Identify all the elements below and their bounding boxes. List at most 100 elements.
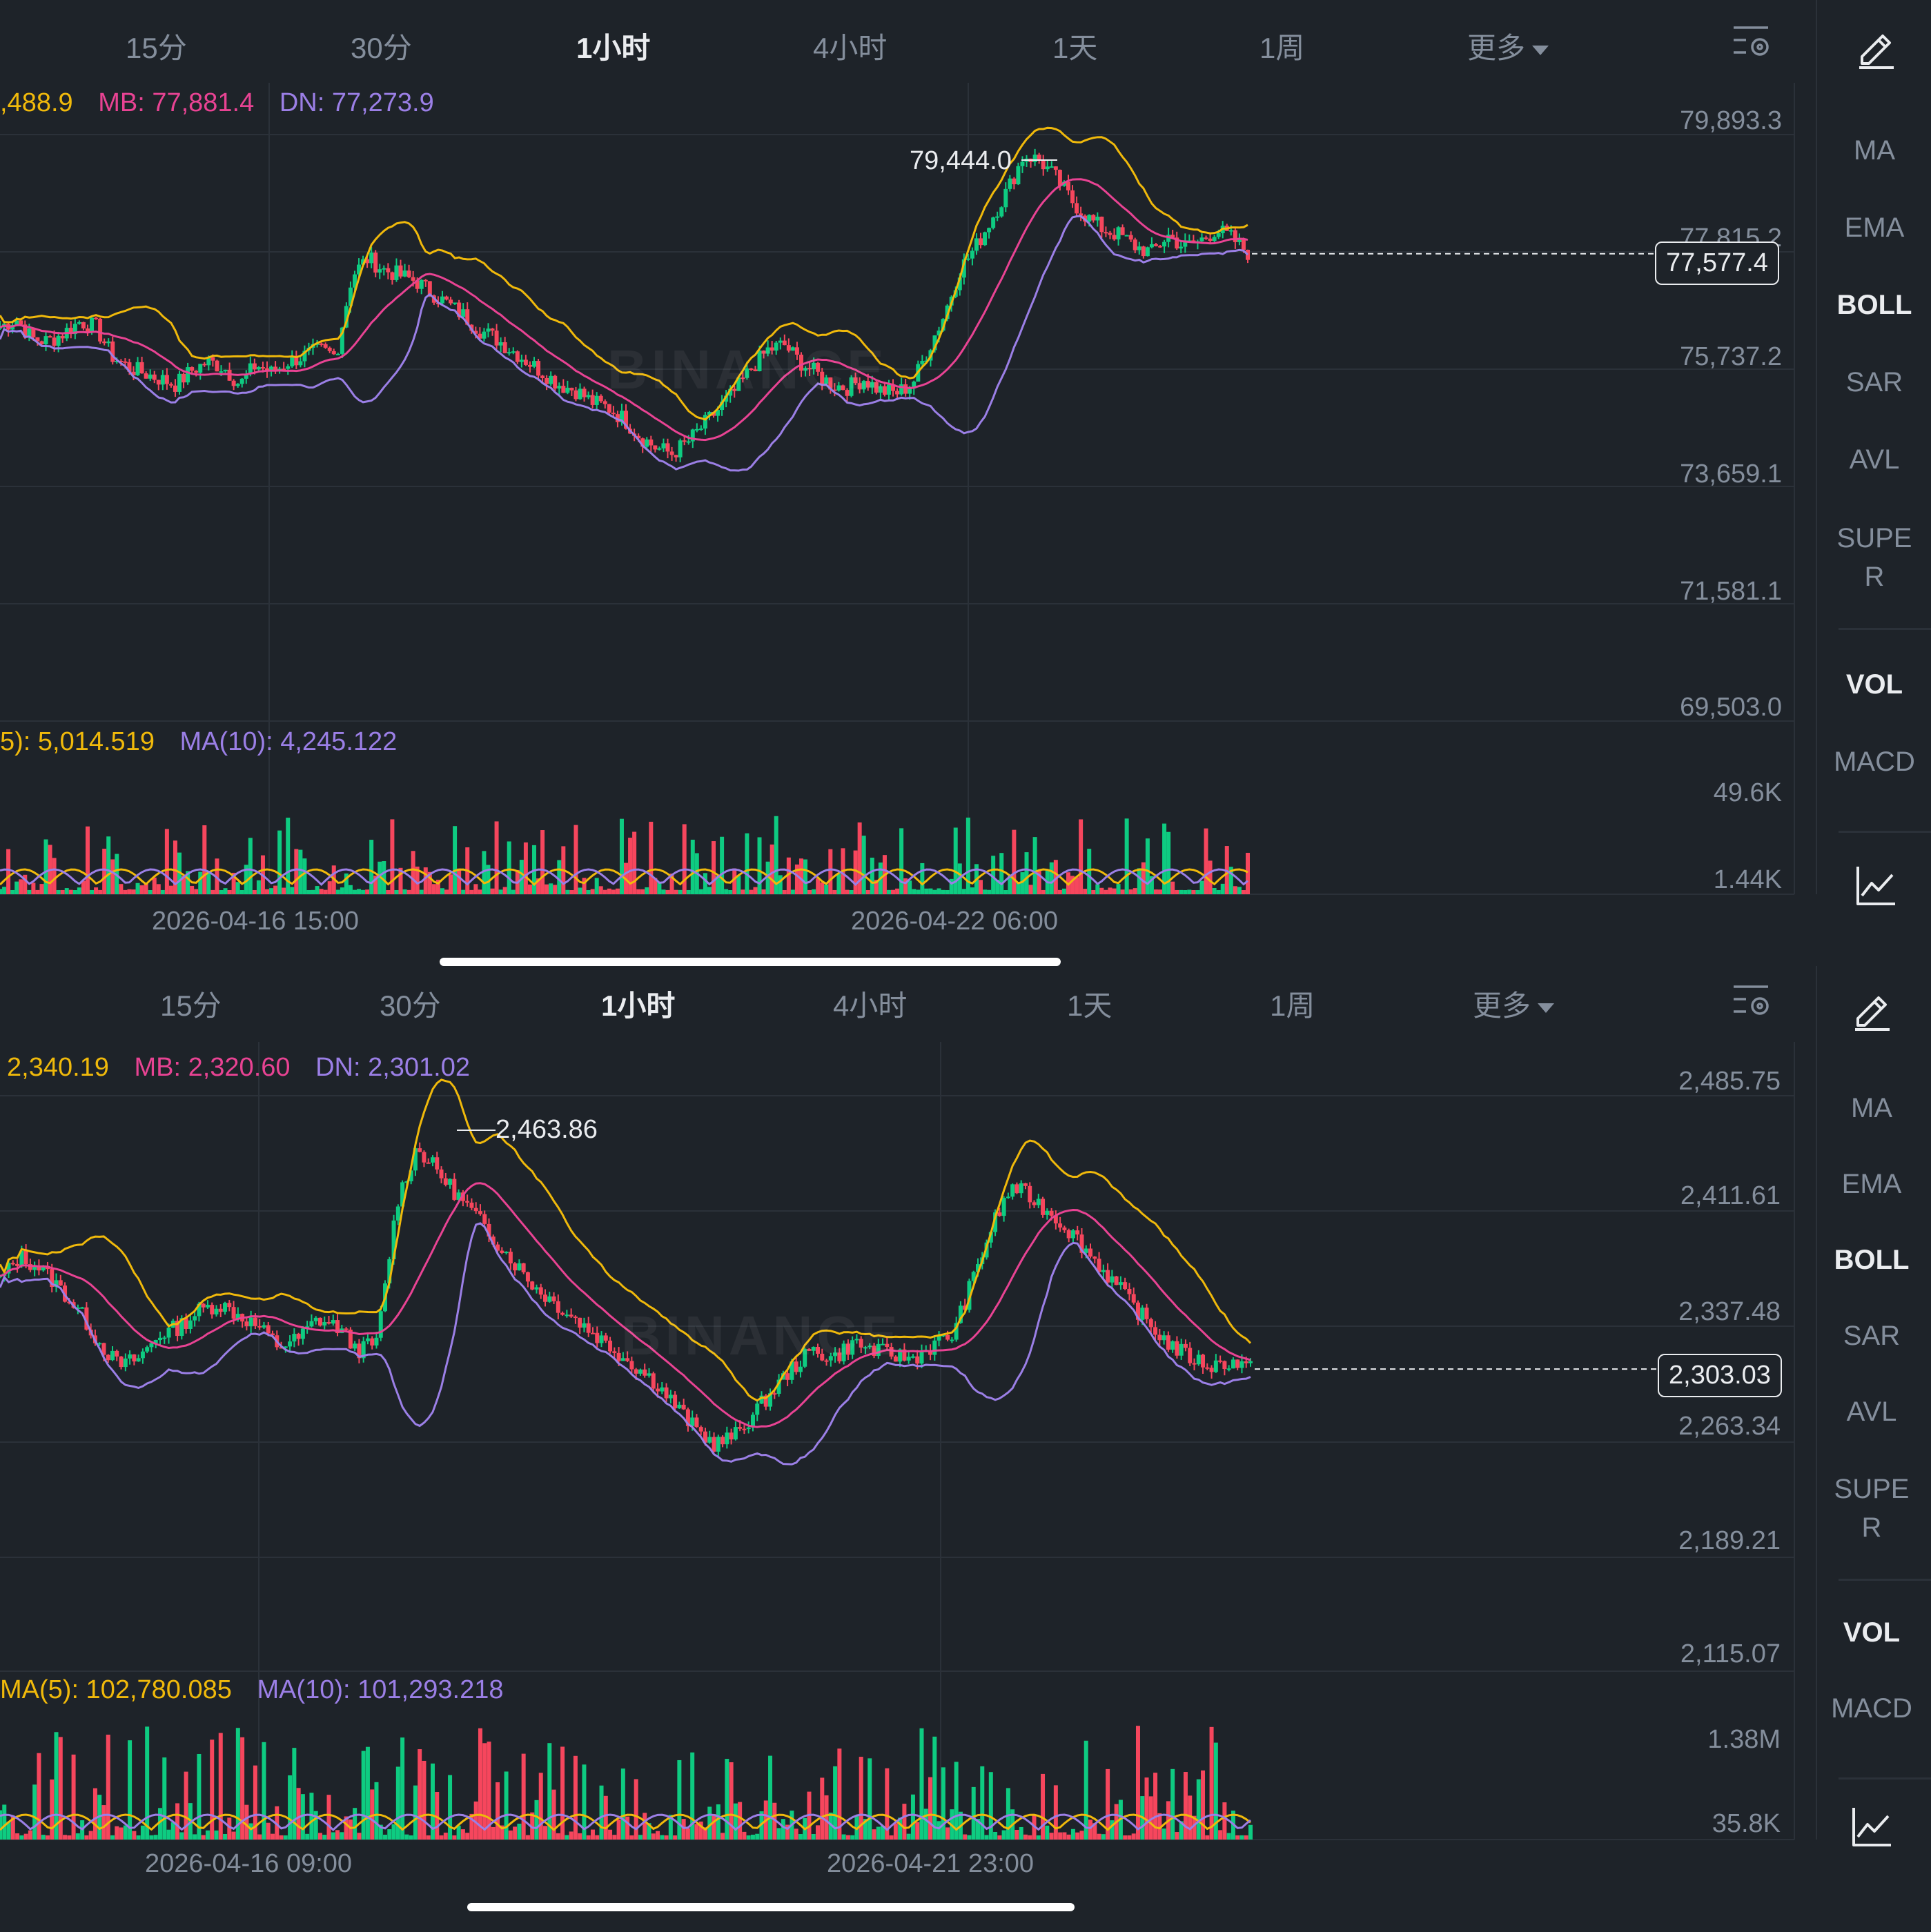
tab-1d[interactable]: 1天: [1067, 989, 1112, 1022]
candle-body: [19, 320, 23, 325]
candle-body: [794, 1361, 798, 1372]
volume-bar: [1228, 867, 1233, 894]
candle-body: [373, 253, 378, 273]
indicator-boll[interactable]: BOLL: [1836, 290, 1912, 320]
indicator-ema[interactable]: EMA: [1841, 1169, 1902, 1199]
tab-more[interactable]: 更多: [1467, 25, 1549, 67]
candle-body: [999, 207, 1004, 217]
candle-body: [162, 1337, 167, 1339]
indicator-sar[interactable]: SAR: [1845, 367, 1903, 397]
candle-body: [545, 378, 549, 384]
volume-bar: [205, 1830, 210, 1840]
chart-settings-icon[interactable]: [1731, 21, 1772, 62]
volume-bar: [235, 882, 240, 894]
volume-bar: [865, 889, 870, 894]
candle-body: [573, 1317, 578, 1319]
candle-body: [590, 1332, 595, 1334]
volume-bar: [681, 1819, 686, 1840]
indicator-sar[interactable]: SAR: [1843, 1321, 1901, 1351]
volume-bar: [292, 1748, 297, 1840]
indicator-ema[interactable]: EMA: [1844, 213, 1905, 243]
tab-4h[interactable]: 4小时: [833, 989, 908, 1022]
tab-30m[interactable]: 30分: [351, 32, 412, 64]
current-price-tag[interactable]: 2,303.03: [1658, 1354, 1782, 1397]
candle-body: [184, 1318, 188, 1329]
volume-bar: [712, 1814, 716, 1840]
tab-1w[interactable]: 1周: [1259, 32, 1305, 64]
tab-1h[interactable]: 1小时: [576, 32, 651, 64]
volume-bar: [753, 887, 758, 894]
volume-bar: [357, 889, 362, 894]
candle-body: [173, 385, 177, 392]
indicator-vol[interactable]: VOL: [1843, 1617, 1901, 1648]
volume-bar: [264, 889, 269, 894]
indicator-super[interactable]: SUPER: [1836, 523, 1912, 592]
volume-bar: [651, 1833, 656, 1840]
tab-15m[interactable]: 15分: [160, 989, 222, 1022]
pencil-icon[interactable]: [1850, 987, 1894, 1031]
candle-body: [131, 371, 136, 375]
candle-body: [80, 1307, 85, 1309]
indicator-ma[interactable]: MA: [1851, 1093, 1892, 1123]
volume-bar: [749, 889, 754, 894]
tab-1w[interactable]: 1周: [1270, 989, 1315, 1022]
indicator-macd[interactable]: MACD: [1834, 747, 1915, 777]
line-chart-icon[interactable]: [1854, 864, 1898, 908]
candle-body: [803, 368, 808, 371]
candle-body: [331, 1320, 335, 1324]
indicator-vol[interactable]: VOL: [1845, 669, 1903, 700]
candle-body: [361, 1341, 366, 1359]
candle-body: [820, 1353, 825, 1361]
indicator-boll[interactable]: BOLL: [1834, 1245, 1910, 1275]
volume-bar: [833, 1766, 838, 1840]
candle-body: [608, 1340, 613, 1352]
tab-4h[interactable]: 4小时: [813, 32, 888, 64]
volume-bar: [110, 859, 115, 894]
volume-bar: [340, 1832, 344, 1840]
volume-bar: [85, 826, 90, 894]
volume-bar: [244, 1804, 249, 1840]
chart-canvas-top[interactable]: [0, 0, 1931, 966]
chart-canvas-bottom[interactable]: [0, 966, 1931, 1931]
indicator-avl[interactable]: AVL: [1846, 1397, 1897, 1427]
candle-body: [398, 265, 403, 277]
indicator-macd[interactable]: MACD: [1831, 1693, 1912, 1724]
candle-body: [790, 1361, 794, 1380]
caret-down-icon: [1532, 45, 1549, 55]
indicator-ma[interactable]: MA: [1854, 135, 1895, 166]
candle-body: [85, 328, 90, 333]
candle-body: [110, 1350, 115, 1361]
volume-bar: [1120, 889, 1125, 894]
chart-settings-icon[interactable]: [1731, 980, 1772, 1021]
tab-1h[interactable]: 1小时: [601, 989, 676, 1022]
candle-body: [1062, 1228, 1067, 1230]
candle-body: [1153, 1327, 1158, 1335]
volume-bar: [534, 1800, 539, 1840]
candle-body: [177, 373, 182, 392]
volume-bar: [1161, 1828, 1166, 1840]
volume-bar: [352, 889, 357, 894]
tab-more[interactable]: 更多: [1473, 983, 1555, 1025]
tab-15m[interactable]: 15分: [126, 32, 187, 64]
volume-bar: [594, 878, 599, 894]
candle-body: [1235, 1359, 1240, 1368]
line-chart-icon[interactable]: [1850, 1805, 1894, 1849]
volume-bar: [845, 1835, 850, 1840]
volume-bar: [198, 871, 203, 894]
candle-body: [745, 368, 749, 378]
volume-bar: [296, 1788, 301, 1840]
current-price-tag[interactable]: 77,577.4: [1655, 241, 1779, 285]
candle-body: [132, 1354, 137, 1362]
tab-1d[interactable]: 1天: [1052, 32, 1098, 64]
candle-body: [298, 361, 303, 366]
indicator-super[interactable]: SUPER: [1834, 1474, 1910, 1543]
indicator-avl[interactable]: AVL: [1849, 444, 1900, 475]
candle-body: [223, 1303, 228, 1312]
volume-bar: [31, 883, 36, 894]
tab-30m[interactable]: 30分: [380, 989, 441, 1022]
pencil-icon[interactable]: [1854, 25, 1898, 69]
volume-bar: [961, 889, 966, 894]
candle-body: [885, 1343, 890, 1347]
volume-bar: [227, 1817, 232, 1840]
boll-mb-value: MB: 77,881.4: [98, 88, 255, 117]
